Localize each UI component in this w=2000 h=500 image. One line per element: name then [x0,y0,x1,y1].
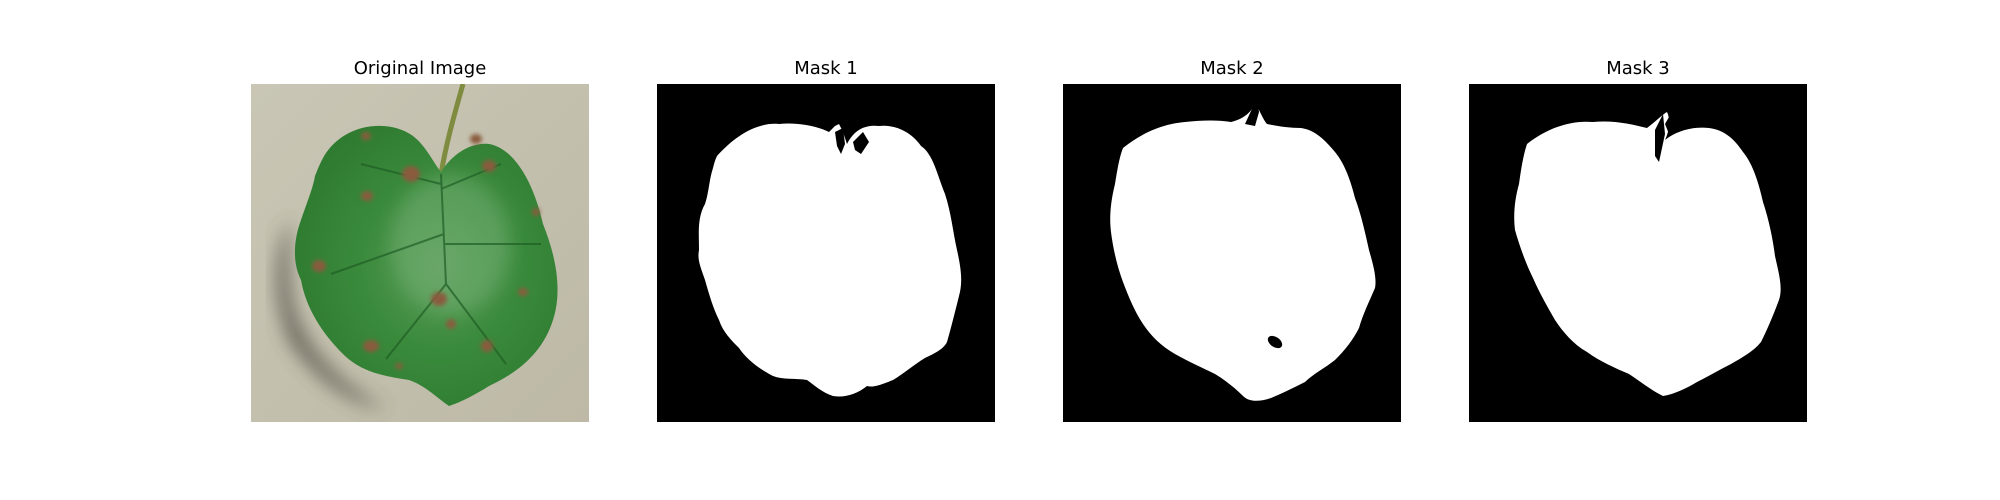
panel-title-mask-2: Mask 2 [1200,58,1264,79]
panel-title-mask-1: Mask 1 [794,58,858,79]
original-leaf-image [251,84,589,422]
panel-mask-1: Mask 1 [657,0,995,500]
panel-title-mask-3: Mask 3 [1606,58,1670,79]
panel-title-original: Original Image [353,58,487,79]
panel-original: Original Image [251,0,589,500]
panel-mask-2: Mask 2 [1063,0,1401,500]
mask-2-image [1063,84,1401,422]
mask-1-image [657,84,995,422]
panel-mask-3: Mask 3 [1469,0,1807,500]
mask-3-image [1469,84,1807,422]
